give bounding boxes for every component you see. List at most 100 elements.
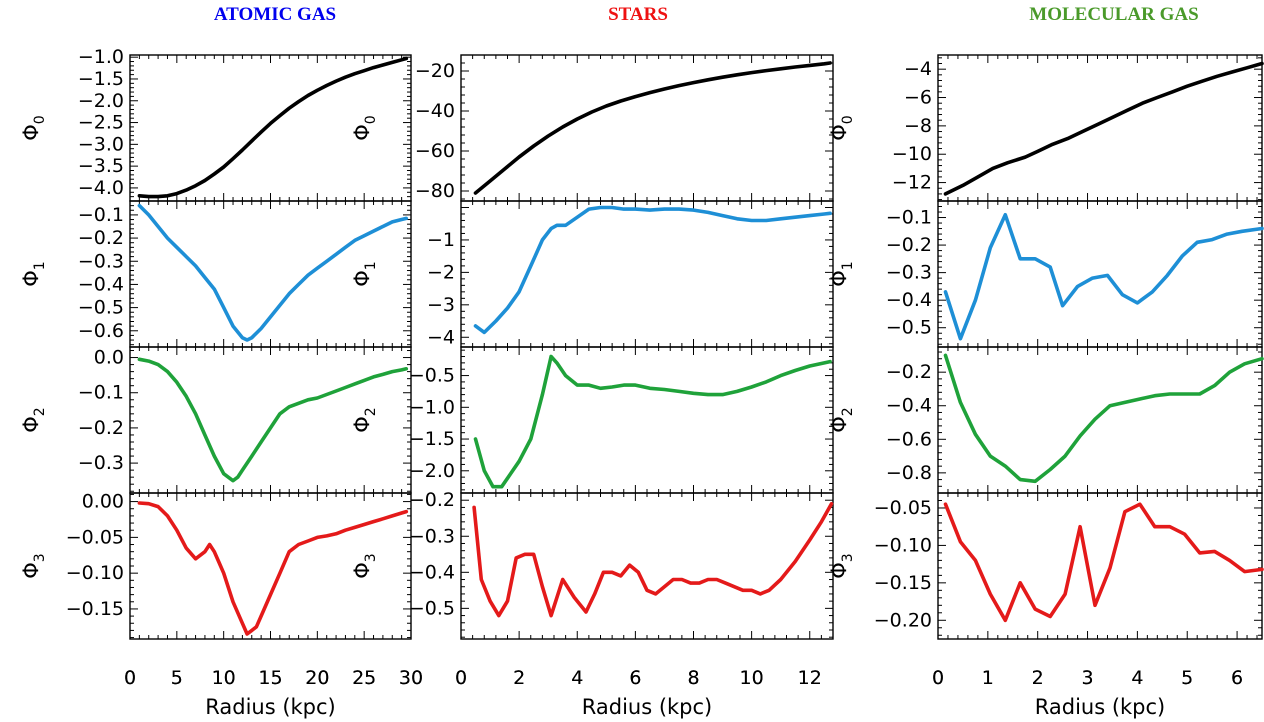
x-tick-label: 2 [513, 667, 525, 689]
x-tick-label: 6 [1231, 667, 1243, 689]
panel-atomic-phi1: −0.1−0.2−0.3−0.4−0.5−0.6 Φ1 [19, 200, 412, 348]
y-axis-label: Φ3 [350, 553, 379, 578]
column-title-stars: STARS [608, 4, 668, 25]
series-line-phi3 [137, 501, 409, 636]
x-tick-label: 2 [1032, 667, 1044, 689]
panel-stars-phi3: −0.2 −0.3 −0.4 −0.5 0 2 4 6 8 10 12 Φ3 [350, 489, 834, 689]
y-tick-label: −0.4 [78, 273, 124, 295]
series-line-phi2 [137, 357, 409, 483]
y-tick-label: −80 [415, 180, 455, 202]
x-tick-label: 3 [1081, 667, 1093, 689]
y-tick-label: −0.6 [886, 428, 932, 450]
panel-stars-phi0: −20 −40 −60 −80 0 2 4 6 8 10 12 Φ0 [350, 54, 834, 689]
x-tick-label: 5 [1181, 667, 1193, 689]
y-tick-label: −0.5 [886, 317, 932, 339]
panel-molecular-phi3: −0.05 −0.10 −0.15 −0.20 0 1 2 3 4 5 6 Φ3 [827, 492, 1264, 689]
x-tick-label: 1 [982, 667, 994, 689]
y-tick-label: −0.3 [78, 452, 124, 474]
y-tick-label: −1 [427, 229, 455, 251]
panel-stars-phi1: −1 −2 −3 −4 Φ1 [350, 200, 834, 348]
y-tick-label: −0.05 [66, 526, 124, 548]
x-tick-label: 6 [629, 667, 641, 689]
x-tick-label: 4 [571, 667, 583, 689]
plot-frame [937, 200, 1263, 348]
y-axis-label: Φ2 [350, 407, 379, 432]
x-tick-label: 10 [212, 667, 236, 689]
x-tick-label: 5 [171, 667, 183, 689]
x-tick-label: 5 [171, 667, 183, 689]
y-tick-label: −20 [415, 60, 455, 82]
y-tick-label: −3 [427, 294, 455, 316]
x-tick-label: 25 [352, 667, 376, 689]
y-axis-label: Φ0 [827, 115, 856, 140]
y-tick-label: −0.5 [409, 365, 455, 387]
y-tick-label: −3.0 [78, 133, 124, 155]
plot-frame [460, 54, 834, 202]
y-tick-label: −0.2 [409, 489, 455, 511]
y-tick-label: −12 [892, 172, 932, 194]
y-tick-label: −2.0 [78, 90, 124, 112]
y-axis-label: Φ3 [19, 553, 48, 578]
y-tick-label: −0.1 [78, 382, 124, 404]
panel-molecular-phi1: −0.1 −0.2 −0.3 −0.4 −0.5 Φ1 [827, 200, 1264, 348]
panel-atomic-phi2: 0.0 −0.1 −0.2 −0.3 Φ2 [19, 346, 412, 494]
y-tick-label: −40 [415, 100, 455, 122]
x-axis-label: Radius (kpc) [205, 695, 336, 719]
y-tick-label: −4 [427, 326, 455, 348]
x-tick-label: 15 [258, 667, 282, 689]
y-axis-label: Φ0 [19, 115, 48, 140]
y-axis-label: Φ2 [19, 407, 48, 432]
x-tick-label: 0 [124, 667, 136, 689]
y-tick-label: −2 [427, 261, 455, 283]
y-tick-label: −0.10 [66, 562, 124, 584]
x-tick-label: 0 [124, 667, 136, 689]
x-tick-label: 0 [455, 667, 467, 689]
x-tick-label: 5 [1181, 667, 1193, 689]
x-tick-label: 4 [1131, 667, 1143, 689]
y-tick-label: −0.8 [886, 462, 932, 484]
y-tick-label: −1.0 [78, 46, 124, 68]
x-tick-label: 25 [352, 667, 376, 689]
series-line-phi1 [943, 213, 1264, 341]
column-title-molecular-gas: MOLECULAR GAS [1029, 4, 1199, 25]
plot-frame [460, 200, 834, 348]
x-tick-label: 6 [629, 667, 641, 689]
y-axis-label: Φ2 [827, 407, 856, 432]
series-line-phi2 [943, 353, 1264, 484]
panel-molecular-phi2: −0.2 −0.4 −0.6 −0.8 Φ2 [827, 346, 1264, 494]
series-line-phi2 [473, 354, 832, 489]
x-tick-label: 30 [399, 667, 423, 689]
x-tick-label: 10 [212, 667, 236, 689]
y-tick-label: −0.15 [874, 572, 932, 594]
y-axis-label: Φ1 [19, 261, 48, 286]
y-tick-label: −10 [892, 143, 932, 165]
y-axis-label: Φ1 [350, 261, 379, 286]
series-line-phi3 [472, 502, 834, 618]
x-tick-label: 2 [1032, 667, 1044, 689]
y-tick-label: −0.6 [78, 320, 124, 342]
series-line-phi0 [473, 61, 832, 195]
y-tick-label: −1.5 [78, 68, 124, 90]
y-tick-label: −0.4 [886, 395, 932, 417]
y-tick-label: −0.2 [78, 417, 124, 439]
y-tick-label: −0.2 [886, 234, 932, 256]
series-line-phi1 [473, 205, 832, 335]
panel-atomic-phi0: −1.0−1.5−2.0−2.5−3.0−3.5−4.0 0 5 10 15 20 25 30… [19, 46, 423, 689]
y-tick-label: −4 [904, 58, 932, 80]
y-axis-label: Φ3 [827, 553, 856, 578]
plot-frame [937, 492, 1263, 640]
column-title-atomic-gas: ATOMIC GAS [213, 4, 337, 25]
x-tick-label: 30 [399, 667, 423, 689]
panel-stars-phi2: −0.5 −1.0 −1.5 −2.0 Φ2 [350, 346, 834, 494]
x-tick-label: 12 [798, 667, 822, 689]
plot-frame [460, 492, 834, 640]
x-tick-label: 12 [798, 667, 822, 689]
y-tick-label: −0.3 [886, 262, 932, 284]
x-tick-label: 1 [982, 667, 994, 689]
series-line-phi0 [943, 61, 1264, 196]
x-tick-label: 6 [1231, 667, 1243, 689]
y-tick-label: −0.20 [874, 609, 932, 631]
y-tick-label: −2.5 [78, 112, 124, 134]
y-axis-label: Φ1 [827, 261, 856, 286]
x-tick-label: 0 [932, 667, 944, 689]
